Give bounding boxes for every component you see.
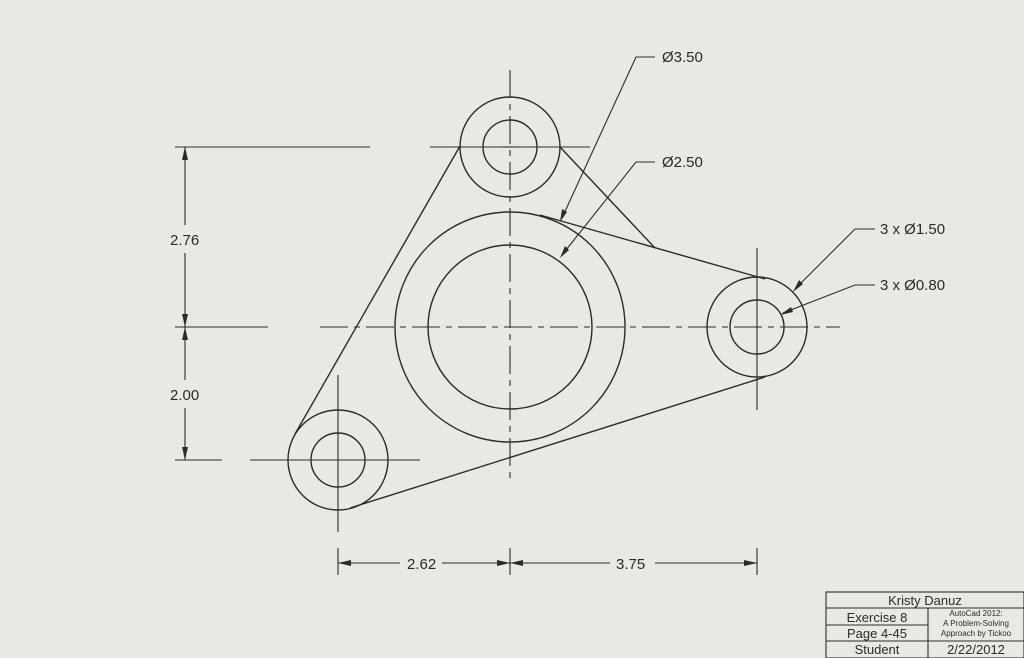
title-block-page: Page 4-45 [847, 626, 907, 641]
title-block-exercise: Exercise 8 [847, 610, 908, 625]
title-block-name: Kristy Danuz [888, 593, 962, 608]
dim-vertical-bottom: 2.00 [170, 387, 199, 404]
title-block-book-line2: A Problem-Solving [943, 619, 1009, 628]
dim-horizontal-right: 3.75 [616, 556, 645, 573]
title-block-book-line3: Approach by Tickoo [941, 629, 1012, 638]
dim-horizontal-left: 2.62 [407, 556, 436, 573]
callout-inner-center: Ø2.50 [662, 154, 703, 171]
callout-outer-center: Ø3.50 [662, 49, 703, 66]
title-block: Kristy Danuz Exercise 8 Page 4-45 Studen… [825, 591, 1024, 658]
vertical-dimensions: 2.76 2.00 [170, 146, 370, 461]
leader-callouts: Ø3.50 Ø2.50 3 x Ø1.50 3 x Ø0.80 [560, 49, 945, 315]
title-block-book-line1: AutoCad 2012: [949, 609, 1002, 618]
tangent-center-to-right [539, 214, 766, 280]
title-block-role: Student [855, 642, 900, 657]
dim-vertical-top: 2.76 [170, 232, 199, 249]
horizontal-dimensions: 2.62 3.75 [337, 548, 758, 575]
part-outline [287, 96, 808, 511]
tangent-right-to-left [349, 376, 766, 509]
center-lines [250, 70, 840, 532]
title-block-date: 2/22/2012 [947, 642, 1005, 657]
callout-inner-small: 3 x Ø0.80 [880, 277, 945, 294]
tangent-left-to-top [294, 145, 461, 435]
callout-outer-small: 3 x Ø1.50 [880, 221, 945, 238]
